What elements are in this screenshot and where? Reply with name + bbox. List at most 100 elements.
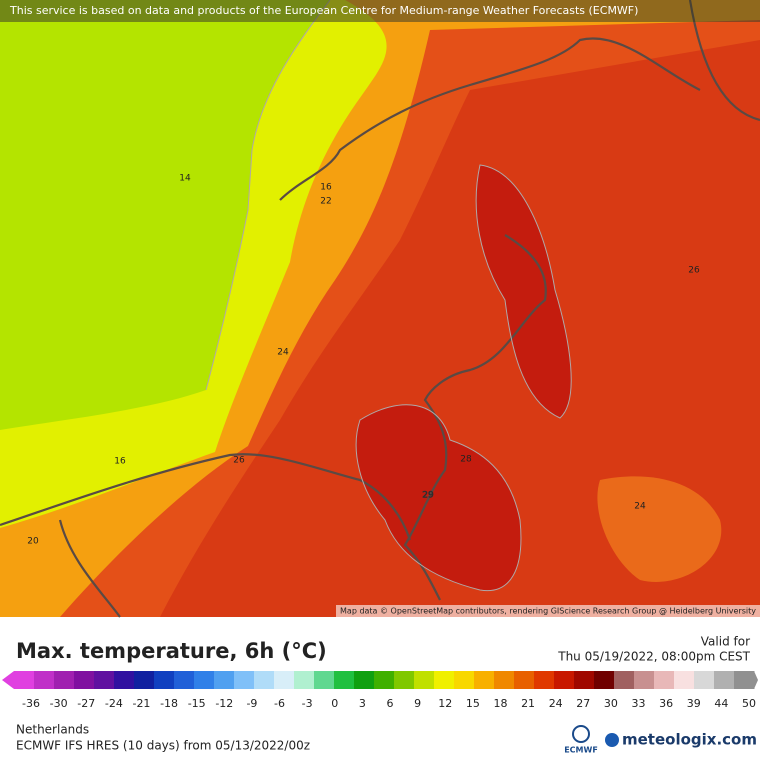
contour-label: 26 bbox=[233, 456, 245, 466]
colorbar-tick-label: 44 bbox=[714, 697, 728, 710]
colorbar-tick-label: 0 bbox=[331, 697, 338, 710]
colorbar-swatch bbox=[674, 671, 695, 689]
contour-label: 26 bbox=[688, 266, 700, 276]
attribution-bottom: Map data © OpenStreetMap contributors, r… bbox=[340, 607, 756, 616]
contour-label: 16 bbox=[114, 457, 126, 467]
valid-label: Valid for bbox=[701, 635, 750, 649]
colorbar-swatch bbox=[434, 671, 455, 689]
contour-label: 16 bbox=[320, 183, 332, 193]
colorbar-swatch bbox=[554, 671, 575, 689]
contour-label: 14 bbox=[179, 174, 191, 184]
sea-cool bbox=[0, 0, 330, 430]
colorbar-swatch bbox=[734, 671, 755, 689]
colorbar-swatch bbox=[274, 671, 295, 689]
colorbar-swatch bbox=[214, 671, 235, 689]
legend-title: Max. temperature, 6h (°C) bbox=[16, 639, 327, 663]
colorbar-swatch bbox=[634, 671, 655, 689]
colorbar-tick-label: -12 bbox=[215, 697, 233, 710]
contour-label: 28 bbox=[460, 455, 472, 465]
attribution-top: This service is based on data and produc… bbox=[9, 4, 638, 17]
colorbar-tick-label: 39 bbox=[687, 697, 701, 710]
contour-label: 20 bbox=[27, 537, 39, 547]
attribution-bar bbox=[0, 0, 760, 22]
colorbar-swatch bbox=[714, 671, 735, 689]
contour-label: 24 bbox=[277, 348, 289, 358]
colorbar-tick-label: -6 bbox=[274, 697, 285, 710]
colorbar-tick-label: 27 bbox=[576, 697, 590, 710]
colorbar-swatch bbox=[234, 671, 255, 689]
colorbar-tick-label: -30 bbox=[50, 697, 68, 710]
colorbar-swatch bbox=[514, 671, 535, 689]
colorbar-tick-label: -18 bbox=[160, 697, 178, 710]
colorbar: -36 -30 -27 -24 -21 -18 -15 -12 -9 -6 -3 0 3 6 9 12 15 18… bbox=[2, 671, 758, 710]
colorbar-swatch bbox=[394, 671, 415, 689]
colorbar-tick-label: 50 bbox=[742, 697, 756, 710]
contour-label: 24 bbox=[634, 502, 646, 512]
model: ECMWF IFS HRES (10 days) from 05/13/2022… bbox=[16, 739, 310, 753]
colorbar-tick-label: -36 bbox=[22, 697, 40, 710]
colorbar-tick-label: 6 bbox=[387, 697, 394, 710]
colorbar-tick-label: 21 bbox=[521, 697, 535, 710]
colorbar-arrow-left bbox=[2, 671, 14, 689]
borders bbox=[0, 0, 760, 618]
colorbar-tick-label: -9 bbox=[246, 697, 257, 710]
colorbar-swatch bbox=[414, 671, 435, 689]
colorbar-tick-label: -15 bbox=[188, 697, 206, 710]
colorbar-tick-label: 33 bbox=[632, 697, 646, 710]
colorbar-arrow-right bbox=[754, 671, 758, 689]
colorbar-tick-label: 3 bbox=[359, 697, 366, 710]
colorbar-tick-label: -3 bbox=[302, 697, 313, 710]
colorbar-swatch bbox=[134, 671, 155, 689]
colorbar-tick-label: 15 bbox=[466, 697, 480, 710]
hot-core bbox=[476, 165, 572, 418]
region: Netherlands bbox=[16, 723, 89, 737]
ecmwf-text: ECMWF bbox=[564, 746, 598, 755]
colorbar-swatch bbox=[14, 671, 35, 689]
colorbar-swatch bbox=[594, 671, 615, 689]
colorbar-swatch bbox=[494, 671, 515, 689]
colorbar-swatch bbox=[694, 671, 715, 689]
colorbar-swatch bbox=[154, 671, 175, 689]
colorbar-tick-label: 30 bbox=[604, 697, 618, 710]
colorbar-swatch bbox=[74, 671, 95, 689]
map bbox=[0, 0, 760, 618]
colorbar-swatch bbox=[614, 671, 635, 689]
colorbar-swatch bbox=[474, 671, 495, 689]
valid-time: Thu 05/19/2022, 08:00pm CEST bbox=[557, 650, 750, 664]
colorbar-swatch bbox=[174, 671, 195, 689]
colorbar-swatch bbox=[254, 671, 275, 689]
cooler-patch bbox=[597, 476, 722, 582]
colorbar-swatch bbox=[534, 671, 555, 689]
colorbar-tick-label: 9 bbox=[414, 697, 421, 710]
colorbar-tick-label: -21 bbox=[132, 697, 150, 710]
colorbar-swatch bbox=[314, 671, 335, 689]
contour-label: 22 bbox=[320, 197, 331, 207]
colorbar-swatch bbox=[574, 671, 595, 689]
colorbar-swatch bbox=[94, 671, 115, 689]
brand: meteologix.com bbox=[622, 731, 757, 749]
contours bbox=[205, 0, 572, 592]
colorbar-swatch bbox=[354, 671, 375, 689]
attribution-bg bbox=[336, 605, 760, 617]
land-hotter bbox=[160, 40, 760, 617]
contour-label: 29 bbox=[422, 491, 434, 501]
colorbar-tick-label: 36 bbox=[659, 697, 673, 710]
colorbar-tick-label: -24 bbox=[105, 697, 123, 710]
colorbar-swatch bbox=[374, 671, 395, 689]
colorbar-swatch bbox=[334, 671, 355, 689]
colorbar-swatch bbox=[654, 671, 675, 689]
colorbar-tick-label: 18 bbox=[493, 697, 507, 710]
colorbar-swatch bbox=[294, 671, 315, 689]
brand-logo bbox=[605, 733, 619, 747]
colorbar-swatch bbox=[34, 671, 55, 689]
ecmwf-logo bbox=[572, 725, 590, 743]
colorbar-swatch bbox=[54, 671, 75, 689]
colorbar-swatch bbox=[114, 671, 135, 689]
colorbar-swatch bbox=[454, 671, 475, 689]
hot-core bbox=[356, 404, 521, 591]
colorbar-swatch bbox=[194, 671, 215, 689]
contour-labels: 14 16 22 26 24 26 28 29 16 20 24 bbox=[27, 174, 700, 547]
colorbar-tick-label: 12 bbox=[438, 697, 452, 710]
